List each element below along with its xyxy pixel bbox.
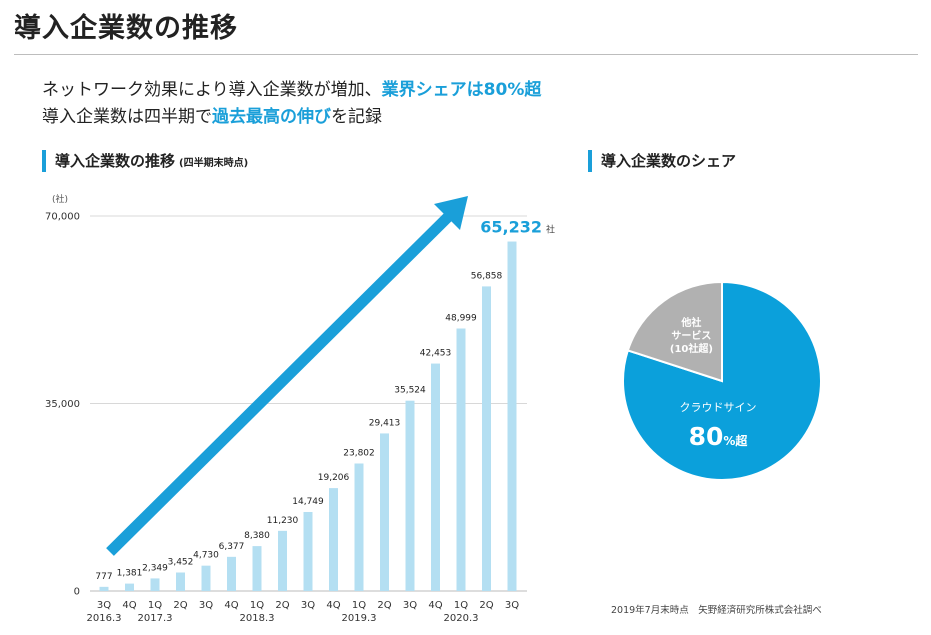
bar-value-label: 3,452 xyxy=(168,558,194,568)
trend-arrow-shaft xyxy=(106,209,456,556)
x-year-label: 2019.3 xyxy=(342,613,377,624)
bar xyxy=(431,363,440,591)
bar-value-label: 19,206 xyxy=(318,473,350,483)
page-title: 導入企業数の推移 xyxy=(14,13,238,44)
bar-section-heading: 導入企業数の推移 (四半期末時点) xyxy=(42,150,248,172)
x-tick-label: 3Q xyxy=(301,600,315,611)
bar xyxy=(201,565,211,591)
bar-value-label: 777 xyxy=(95,572,112,582)
x-year-label: 2018.3 xyxy=(240,613,275,624)
latest-value-unit: 社 xyxy=(546,224,555,236)
pie-main-label: クラウドサイン xyxy=(680,401,757,414)
bar-value-label: 6,377 xyxy=(219,542,245,552)
bar-value-label: 4,730 xyxy=(193,551,219,561)
pie-section-title: 導入企業数のシェア xyxy=(601,152,737,170)
bar xyxy=(507,241,517,592)
x-year-label: 2016.3 xyxy=(87,613,122,624)
bar-value-label: 23,802 xyxy=(343,448,375,458)
source-note: 2019年7月末時点 矢野経済研究所株式会社調べ xyxy=(611,605,822,616)
bar xyxy=(278,530,287,591)
x-tick-label: 1Q xyxy=(454,600,468,611)
bar xyxy=(329,488,338,591)
bar-value-label: 11,230 xyxy=(267,516,299,526)
x-tick-label: 3Q xyxy=(403,600,417,611)
trend-arrow-head xyxy=(434,196,468,230)
x-tick-label: 2Q xyxy=(173,600,187,611)
headline-2-text: 導入企業数は四半期で xyxy=(42,107,212,127)
bar xyxy=(354,463,364,591)
bar-value-label: 8,380 xyxy=(244,531,270,541)
bar xyxy=(252,546,262,591)
bar xyxy=(150,578,160,591)
bar xyxy=(456,328,466,591)
x-tick-label: 1Q xyxy=(148,600,162,611)
bar-value-label: 56,858 xyxy=(471,271,503,281)
x-tick-label: 3Q xyxy=(505,600,519,611)
pie-slice-other xyxy=(626,280,723,383)
pie-main-value: 80%超 xyxy=(689,422,749,451)
pie-other-label: サービス xyxy=(671,329,711,342)
bar xyxy=(125,583,134,591)
x-tick-label: 2Q xyxy=(377,600,391,611)
bar xyxy=(227,556,236,591)
x-tick-label: 2Q xyxy=(479,600,493,611)
y-tick-label: 70,000 xyxy=(45,212,80,223)
x-tick-label: 2Q xyxy=(275,600,289,611)
x-tick-label: 1Q xyxy=(352,600,366,611)
bar xyxy=(405,400,415,591)
x-tick-label: 4Q xyxy=(224,600,238,611)
x-tick-label: 4Q xyxy=(428,600,442,611)
bar-value-label: 29,413 xyxy=(369,418,401,428)
y-tick-label: 0 xyxy=(74,587,80,598)
x-tick-label: 3Q xyxy=(97,600,111,611)
bar-value-label: 35,524 xyxy=(394,386,426,396)
pie-other-label: 他社 xyxy=(680,316,701,329)
x-tick-label: 1Q xyxy=(250,600,264,611)
bar-value-label: 14,749 xyxy=(292,497,324,507)
bar xyxy=(99,586,109,591)
x-year-label: 2020.3 xyxy=(444,613,479,624)
bar-value-label: 48,999 xyxy=(445,314,477,324)
x-tick-label: 4Q xyxy=(326,600,340,611)
bar-value-label: 2,349 xyxy=(142,563,168,573)
bar xyxy=(303,511,313,591)
x-tick-label: 3Q xyxy=(199,600,213,611)
bar xyxy=(482,286,491,591)
x-year-label: 2017.3 xyxy=(138,613,173,624)
y-tick-label: 35,000 xyxy=(45,399,80,410)
headline-line-1: ネットワーク効果により導入企業数が増加、業界シェアは80%超 xyxy=(42,75,541,100)
headline-1-text: ネットワーク効果により導入企業数が増加、 xyxy=(42,80,382,100)
pie-other-label: (10社超) xyxy=(670,342,713,355)
bar-section-title: 導入企業数の推移 xyxy=(55,152,176,170)
headline-2-suffix: を記録 xyxy=(331,107,382,127)
title-divider xyxy=(14,54,918,55)
headline-line-2: 導入企業数は四半期で過去最高の伸びを記録 xyxy=(42,102,382,127)
pie-section-heading: 導入企業数のシェア xyxy=(588,150,736,172)
headline-2-highlight: 過去最高の伸び xyxy=(212,107,331,127)
bar-chart: (社) 0 35,000 70,000 777 3Q 1,381 4Q 2,349 1Q 3,452… xyxy=(45,193,555,624)
headline-1-highlight: 業界シェアは80%超 xyxy=(381,80,542,100)
latest-value-label: 65,232 xyxy=(480,218,542,237)
x-tick-label: 4Q xyxy=(122,600,136,611)
y-axis-unit: (社) xyxy=(52,193,68,205)
bar-value-label: 42,453 xyxy=(420,349,452,359)
bar-section-subtitle: (四半期末時点) xyxy=(179,158,249,169)
bar-value-label: 1,381 xyxy=(117,569,143,579)
bar xyxy=(380,433,389,591)
bar xyxy=(176,572,185,591)
